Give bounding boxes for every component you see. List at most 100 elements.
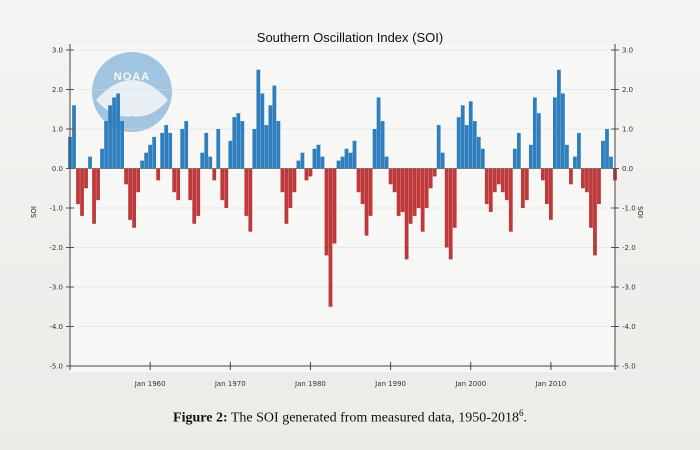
soi-bar: [561, 93, 565, 169]
soi-bar: [312, 148, 317, 169]
soi-bar: [144, 152, 149, 169]
soi-bar: [420, 168, 425, 232]
soi-bar: [92, 168, 96, 224]
soi-bar: [468, 101, 473, 169]
x-tick-label: Jan 1990: [374, 380, 406, 388]
soi-bar: [548, 168, 553, 220]
soi-bar: [348, 152, 353, 169]
soi-bar: [280, 168, 285, 193]
soi-bar: [76, 168, 80, 205]
soi-bar: [244, 168, 249, 216]
soi-bar: [520, 168, 525, 208]
y-tick-label-left: 3.0: [52, 47, 63, 55]
soi-bar: [120, 121, 124, 169]
soi-bar: [524, 168, 529, 201]
soi-bar: [208, 156, 213, 169]
y-tick-label-right: -2.0: [622, 244, 636, 252]
y-tick-label-left: -2.0: [49, 244, 63, 252]
soi-bar: [553, 97, 557, 169]
soi-bar: [396, 168, 401, 216]
soi-bar: [464, 125, 469, 169]
soi-bar: [276, 121, 281, 169]
soi-bar: [484, 168, 489, 205]
soi-bar: [532, 97, 537, 169]
soi-bar: [605, 129, 609, 169]
soi-bar: [328, 168, 333, 307]
soi-bar: [392, 168, 397, 193]
soi-bar: [108, 105, 112, 169]
soi-bar: [384, 156, 389, 169]
soi-bar: [500, 168, 505, 193]
soi-bar: [292, 168, 297, 193]
soi-bar: [132, 168, 137, 228]
soi-bar: [593, 168, 597, 256]
soi-bar: [216, 129, 221, 169]
soi-bar: [508, 168, 513, 232]
y-tick-label-left: -4.0: [49, 323, 63, 331]
x-tick-label: Jan 1970: [214, 380, 246, 388]
soi-bar: [116, 93, 120, 169]
soi-bar: [488, 168, 493, 212]
soi-bar: [184, 121, 189, 169]
soi-bar: [308, 168, 313, 177]
y-tick-label-left: -3.0: [49, 284, 63, 292]
soi-bar: [512, 148, 517, 169]
soi-bar: [557, 69, 561, 169]
soi-bar: [416, 168, 421, 208]
soi-bar: [228, 140, 233, 169]
soi-bar: [296, 160, 301, 169]
soi-bar: [344, 148, 349, 169]
soi-bar: [224, 168, 229, 208]
soi-bar: [516, 132, 521, 169]
soi-bar: [380, 121, 385, 169]
soi-bar: [528, 144, 533, 169]
soi-bar: [136, 168, 141, 193]
soi-bars: [68, 69, 617, 307]
soi-bar: [536, 113, 541, 169]
y-axis-label-left: SOI: [30, 206, 38, 218]
soi-bar: [112, 97, 116, 169]
soi-bar: [400, 168, 405, 212]
soi-bar: [104, 121, 108, 169]
soi-bar: [268, 105, 273, 169]
soi-bar: [480, 148, 485, 169]
y-tick-label-left: 2.0: [52, 86, 63, 94]
y-tick-label-right: -1.0: [622, 205, 636, 213]
y-tick-label-left: -1.0: [49, 205, 63, 213]
soi-bar: [180, 129, 185, 169]
y-tick-label-right: -4.0: [622, 323, 636, 331]
soi-bar: [284, 168, 289, 224]
y-tick-label-right: 1.0: [622, 126, 633, 134]
soi-bar: [460, 105, 465, 169]
soi-bar: [160, 132, 165, 169]
x-tick-label: Jan 1980: [294, 380, 326, 388]
soi-bar: [212, 168, 217, 181]
soi-bar: [128, 168, 132, 220]
soi-bar: [220, 168, 225, 201]
soi-bar: [152, 136, 157, 169]
soi-bar: [585, 168, 589, 193]
soi-bar: [444, 168, 449, 248]
soi-bar: [456, 117, 461, 169]
soi-bar: [188, 168, 193, 201]
soi-bar: [332, 168, 337, 244]
soi-bar: [336, 160, 341, 169]
soi-bar: [260, 93, 265, 169]
caption-label: Figure 2:: [173, 410, 228, 426]
soi-bar: [264, 125, 269, 169]
y-tick-label-left: -5.0: [49, 363, 63, 371]
soi-bar: [124, 168, 128, 185]
soi-bar: [148, 144, 153, 169]
soi-bar: [100, 148, 104, 169]
soi-bar: [472, 121, 477, 169]
x-tick-label: Jan 1960: [134, 380, 166, 388]
soi-bar: [196, 168, 201, 216]
soi-bar: [428, 168, 433, 189]
soi-bar: [408, 168, 413, 224]
soi-bar: [172, 168, 177, 193]
soi-bar: [252, 129, 257, 169]
chart-title: Southern Oscillation Index (SOI): [257, 30, 443, 45]
soi-bar: [368, 168, 373, 216]
soi-bar: [300, 152, 305, 169]
